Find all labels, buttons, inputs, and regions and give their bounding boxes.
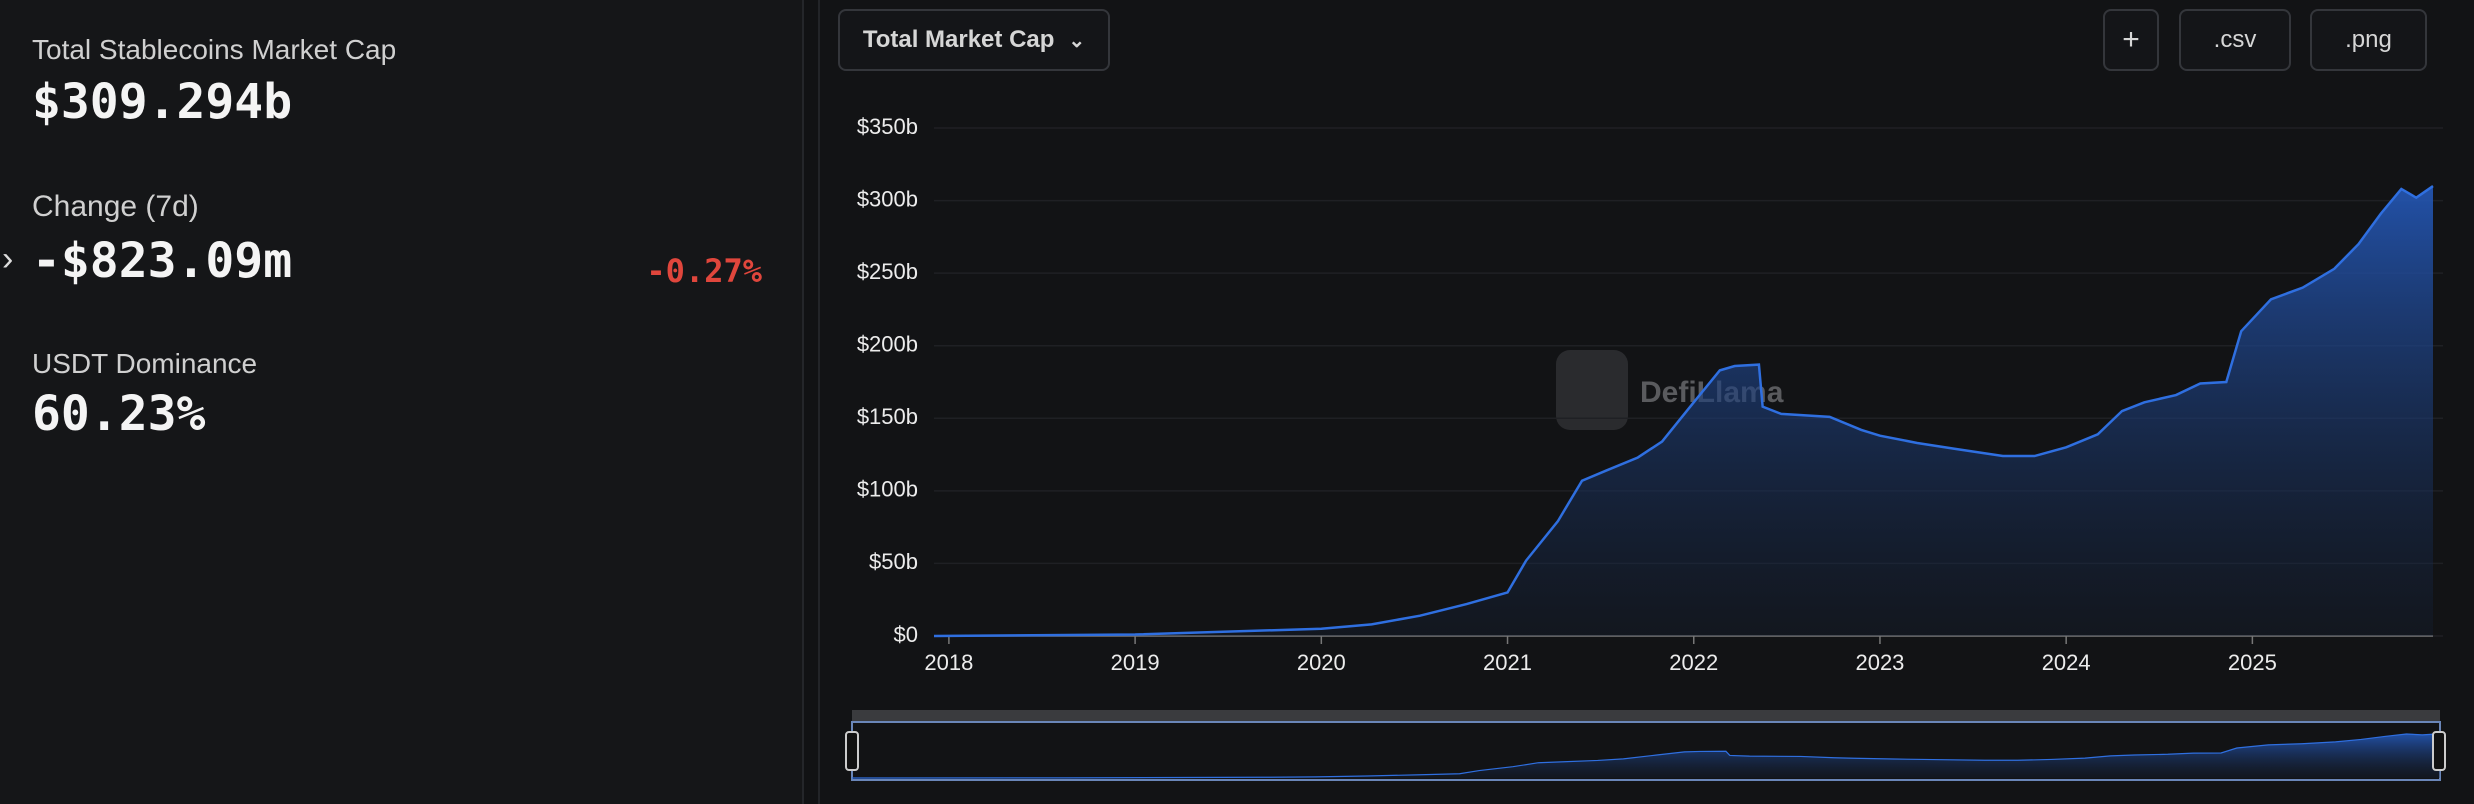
png-label: .png xyxy=(2345,26,2392,53)
png-button[interactable]: .png xyxy=(2310,9,2427,71)
stat-value: $309.294b xyxy=(32,74,293,130)
x-tick-label: 2020 xyxy=(1297,650,1346,675)
line xyxy=(933,185,2434,638)
csv-button[interactable]: .csv xyxy=(2179,9,2291,71)
brush-bar xyxy=(852,710,2440,722)
brush-handle[interactable] xyxy=(2432,731,2446,771)
x-tick-label: 2019 xyxy=(1111,650,1160,675)
watermark-logo xyxy=(1556,350,1628,430)
y-tick-label: $0 xyxy=(894,622,918,647)
area xyxy=(934,186,2433,637)
stat-label: USDT Dominance xyxy=(32,348,258,379)
add-button[interactable]: + xyxy=(2103,9,2159,71)
x-tick-label: 2021 xyxy=(1483,650,1532,675)
y-tick-label: $100b xyxy=(857,477,918,502)
x-tick-label: 2024 xyxy=(2042,650,2091,675)
stat-label: Total Stablecoins Market Cap xyxy=(32,34,397,65)
brush-handle[interactable] xyxy=(845,731,859,771)
csv-label: .csv xyxy=(2213,26,2257,53)
expand-chevron[interactable]: › xyxy=(2,240,14,278)
x-tick-label: 2022 xyxy=(1669,650,1718,675)
dropdown-caret: ⌄ xyxy=(1068,29,1086,52)
metric-dropdown[interactable]: Total Market Cap ⌄ xyxy=(838,9,1110,71)
y-tick-label: $150b xyxy=(857,404,918,429)
stat-label: Change (7d) xyxy=(32,190,199,223)
dropdown-label: Total Market Cap xyxy=(862,26,1055,53)
line xyxy=(851,733,2441,779)
change-percent: -0.27% xyxy=(646,252,762,290)
x-tick-label: 2023 xyxy=(1855,650,1904,675)
y-tick-label: $300b xyxy=(857,186,918,211)
y-tick-label: $250b xyxy=(857,259,918,284)
area xyxy=(852,733,2440,778)
x-tick-label: 2018 xyxy=(924,650,973,675)
stats-panel: Total Stablecoins Market Cap $309.294b C… xyxy=(0,0,804,804)
y-tick-label: $50b xyxy=(869,549,918,574)
y-tick-label: $200b xyxy=(857,332,918,357)
stat-value: 60.23% xyxy=(32,386,206,442)
stat-value: -$823.09m xyxy=(32,233,293,289)
y-tick-label: $350b xyxy=(857,114,918,139)
x-tick-label: 2025 xyxy=(2228,650,2277,675)
